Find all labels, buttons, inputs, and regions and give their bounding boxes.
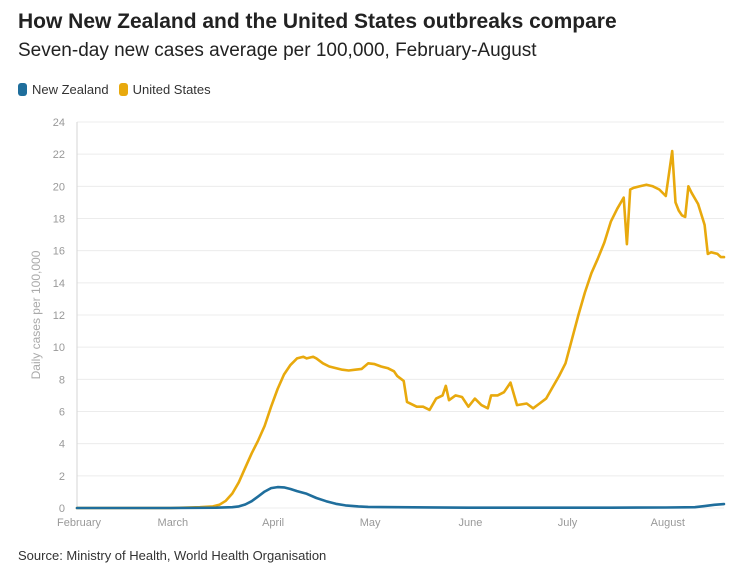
series-layer <box>75 149 726 510</box>
legend-item-new-zealand[interactable]: New Zealand <box>18 82 109 97</box>
source-note: Source: Ministry of Health, World Health… <box>18 548 327 563</box>
y-tick-label-20: 20 <box>53 181 65 193</box>
legend: New Zealand United States <box>18 82 221 97</box>
chart-title: How New Zealand and the United States ou… <box>18 10 617 33</box>
chart-subtitle: Seven-day new cases average per 100,000,… <box>18 40 537 61</box>
y-tick-label-6: 6 <box>59 407 65 419</box>
y-tick-label-10: 10 <box>53 342 65 354</box>
series-line-united-states <box>75 149 726 510</box>
y-tick-label-18: 18 <box>53 214 65 226</box>
y-tick-label-2: 2 <box>59 471 65 483</box>
y-tick-label-22: 22 <box>53 149 65 161</box>
x-tick-label-may: May <box>360 517 381 529</box>
legend-swatch-united-states <box>118 83 128 96</box>
series-line-new-zealand <box>75 485 726 510</box>
x-tick-label-august: August <box>651 517 685 529</box>
y-axis-title: Daily cases per 100,000 <box>29 250 43 379</box>
grid-layer <box>77 121 724 509</box>
x-tick-label-february: February <box>57 517 102 529</box>
legend-label-united-states: United States <box>132 82 211 97</box>
y-tick-label-16: 16 <box>53 246 65 258</box>
x-tick-label-march: March <box>158 517 189 529</box>
legend-item-united-states[interactable]: United States <box>118 82 211 97</box>
y-tick-label-8: 8 <box>59 374 65 386</box>
x-tick-label-june: June <box>459 517 483 529</box>
y-tick-label-4: 4 <box>59 439 65 451</box>
legend-swatch-new-zealand <box>18 83 27 96</box>
y-tick-label-12: 12 <box>53 310 65 322</box>
x-tick-label-april: April <box>262 517 284 529</box>
legend-label-new-zealand: New Zealand <box>32 82 109 97</box>
x-tick-label-july: July <box>558 517 578 529</box>
y-tick-label-14: 14 <box>53 278 65 290</box>
y-tick-label-24: 24 <box>53 117 65 129</box>
y-tick-label-0: 0 <box>59 503 65 515</box>
